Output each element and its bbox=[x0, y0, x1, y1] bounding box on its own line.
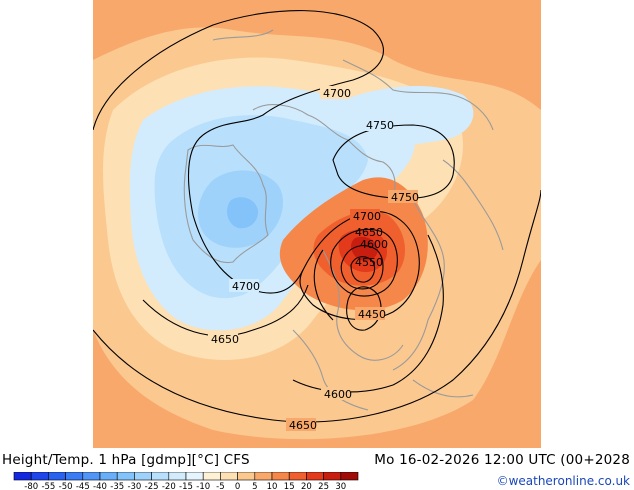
colorbar-swatch bbox=[99, 472, 118, 481]
contour-label: 4600 bbox=[360, 238, 388, 251]
colorbar-tick-label: -10 bbox=[196, 482, 210, 490]
colorbar-tick-label: -30 bbox=[127, 482, 141, 490]
contour-label: 4700 bbox=[323, 87, 351, 100]
colorbar-swatch bbox=[82, 472, 101, 481]
credit-link[interactable]: ©weatheronline.co.uk bbox=[496, 474, 630, 488]
warm-anomaly-core bbox=[351, 236, 378, 261]
contour-4650-sw bbox=[142, 284, 309, 337]
contour-4700-north bbox=[93, 10, 384, 136]
right-margin bbox=[541, 0, 634, 448]
colorbar-tick-label: -20 bbox=[162, 482, 176, 490]
colorbar-swatch bbox=[134, 472, 152, 481]
map-title: Height/Temp. 1 hPa [gdmp][°C] CFS bbox=[2, 452, 250, 468]
footer-bar: Height/Temp. 1 hPa [gdmp][°C] CFS Mo 16-… bbox=[0, 448, 634, 490]
cold-region-center bbox=[227, 197, 259, 229]
colorbar-tick-label: -80 bbox=[24, 482, 38, 490]
colorbar-swatch bbox=[168, 472, 187, 481]
contour-label: 4650 bbox=[355, 226, 383, 239]
colorbar-swatch bbox=[220, 472, 238, 481]
colorbar-swatch bbox=[185, 472, 204, 481]
colorbar-tick-label: -55 bbox=[41, 482, 55, 490]
colorbar-swatch bbox=[116, 472, 135, 481]
colorbar-tick-label: 20 bbox=[301, 482, 312, 490]
colorbar-tick-label: -35 bbox=[110, 482, 124, 490]
colorbar-tick-label: -25 bbox=[145, 482, 159, 490]
colorbar-swatch bbox=[237, 472, 256, 481]
contour-label: 4700 bbox=[232, 280, 260, 293]
colorbar: -80 -55 -50 -45 -40 -35 -30 -25 -20 -15 -10 -5 0 5 10 1… bbox=[13, 472, 359, 490]
colorbar-swatch bbox=[323, 472, 342, 481]
colorbar-swatch bbox=[202, 472, 221, 481]
contour-4500 bbox=[313, 249, 334, 321]
contour-4650-ring bbox=[330, 228, 398, 297]
colorbar-tick-label: 30 bbox=[335, 482, 346, 490]
contour-label: 4550 bbox=[355, 256, 383, 269]
height-contours bbox=[93, 10, 541, 423]
colorbar-tick-label: -5 bbox=[216, 482, 224, 490]
colorbar-tick-label: 25 bbox=[318, 482, 329, 490]
contour-4550-ring bbox=[350, 256, 376, 283]
colorbar-tick-label: 10 bbox=[267, 482, 278, 490]
colorbar-swatch bbox=[271, 472, 290, 481]
colorbar-swatch bbox=[48, 472, 66, 481]
colorbar-swatch bbox=[151, 472, 170, 481]
colorbar-swatch bbox=[340, 472, 359, 481]
contour-4600-ring bbox=[340, 245, 384, 290]
map-panel: 4700 4750 4750 4700 4650 4600 4550 4450 … bbox=[93, 0, 541, 448]
polar-map: 4700 4750 4750 4700 4650 4600 4550 4450 … bbox=[93, 0, 541, 448]
colorbar-swatch bbox=[288, 472, 307, 481]
contour-label: 4650 bbox=[289, 419, 317, 432]
contour-label: 4750 bbox=[366, 119, 394, 132]
left-margin bbox=[0, 0, 93, 448]
colorbar-tick-label: -40 bbox=[93, 482, 107, 490]
contour-label: 4700 bbox=[353, 210, 381, 223]
valid-time: Mo 16-02-2026 12:00 UTC (00+2028 bbox=[374, 452, 630, 468]
colorbar-tick-label: 5 bbox=[252, 482, 257, 490]
colorbar-swatch bbox=[254, 472, 273, 481]
contour-label: 4600 bbox=[324, 388, 352, 401]
colorbar-tick-label: -45 bbox=[76, 482, 90, 490]
colorbar-tick-label: 15 bbox=[284, 482, 295, 490]
colorbar-swatch bbox=[30, 472, 49, 481]
contour-label: 4450 bbox=[358, 308, 386, 321]
colorbar-tick-label: -50 bbox=[59, 482, 73, 490]
colorbar-tick-label: 0 bbox=[235, 482, 240, 490]
contour-label-group: 4700 4750 4750 4700 4650 4600 4550 4450 … bbox=[208, 86, 419, 432]
contour-label: 4650 bbox=[211, 333, 239, 346]
colorbar-tick-label: -15 bbox=[179, 482, 193, 490]
contour-4700-west bbox=[188, 134, 304, 294]
contour-label: 4750 bbox=[391, 191, 419, 204]
colorbar-swatch bbox=[13, 472, 32, 481]
colorbar-swatch bbox=[306, 472, 324, 481]
contour-4650-outer bbox=[93, 189, 541, 423]
colorbar-swatch bbox=[65, 472, 84, 481]
